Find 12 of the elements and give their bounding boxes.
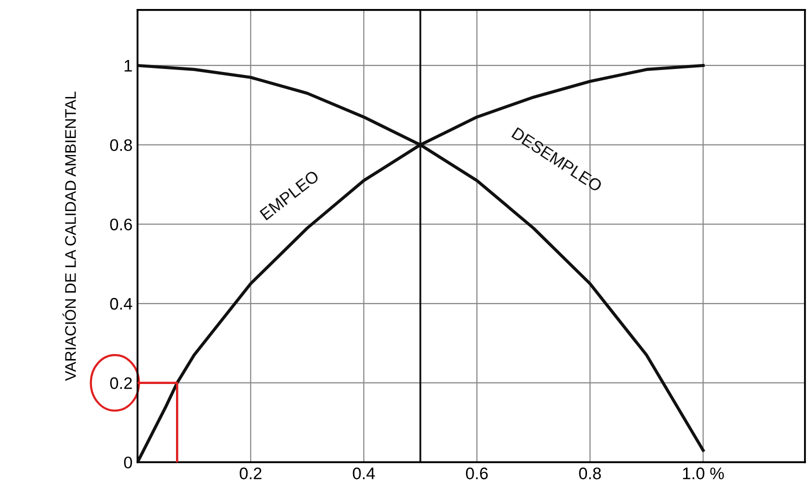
x-tick-label: 0.4: [352, 468, 375, 480]
y-tick-label: 0.2: [110, 377, 132, 390]
y-axis-title: VARIACIÓN DE LA CALIDAD AMBIENTAL: [62, 92, 76, 381]
x-tick-label: 0.8: [579, 468, 601, 480]
y-tick-label: 0: [124, 456, 132, 468]
y-tick-label: 1: [124, 60, 132, 72]
y-tick-label: 0.6: [110, 218, 132, 230]
x-tick-label: 1.0 %: [683, 468, 724, 480]
y-tick-label: 0.4: [110, 298, 132, 310]
y-tick-label: 0.8: [110, 139, 132, 152]
x-tick-label: 0.6: [466, 468, 488, 480]
x-tick-label: 0.2: [240, 468, 262, 480]
